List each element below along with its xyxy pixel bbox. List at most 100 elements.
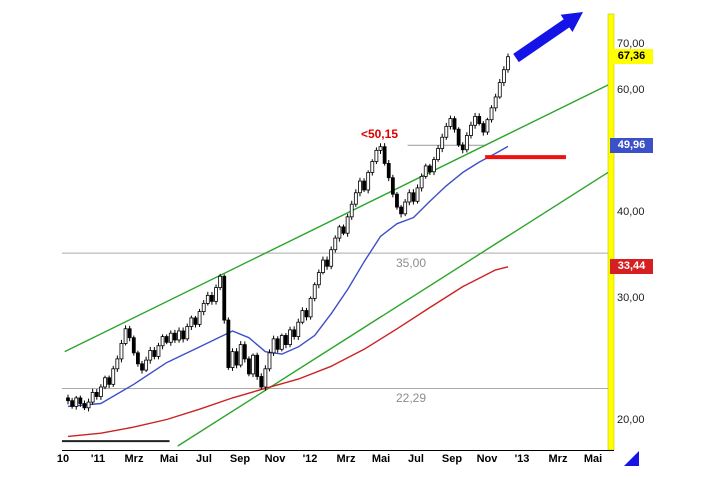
candle-body bbox=[423, 165, 428, 177]
last-price-badge: 67,36 bbox=[610, 49, 653, 64]
level-35-annotation: 35,00 bbox=[396, 256, 427, 270]
candle-body bbox=[275, 338, 280, 350]
candle-body bbox=[362, 180, 366, 191]
candle-body bbox=[115, 358, 120, 370]
x-axis-tick-label: Mai bbox=[371, 453, 391, 465]
candle-body bbox=[103, 377, 107, 388]
candle-body bbox=[189, 317, 194, 327]
candle-body bbox=[378, 146, 383, 151]
candle-body bbox=[370, 161, 375, 173]
x-axis-tick-label: Mrz bbox=[336, 453, 356, 465]
candle-body bbox=[312, 284, 317, 299]
candle-body bbox=[493, 96, 498, 109]
candle-body bbox=[98, 386, 103, 397]
candle-body bbox=[349, 203, 354, 218]
resistance-annotation: <50,15 bbox=[360, 127, 398, 141]
candle-body bbox=[432, 159, 436, 173]
candle-body bbox=[337, 226, 342, 239]
candle-body bbox=[234, 351, 239, 366]
candle-body bbox=[214, 287, 218, 302]
candle-body bbox=[395, 193, 399, 208]
candle-body bbox=[70, 400, 75, 407]
y-axis-tick-label: 30,00 bbox=[617, 292, 645, 304]
candle-body bbox=[111, 368, 116, 385]
candle-body bbox=[497, 82, 502, 98]
candle-body bbox=[288, 329, 292, 346]
candle-body bbox=[255, 354, 260, 377]
candle-body bbox=[263, 368, 268, 388]
fast-ma-value-badge: 49,96 bbox=[610, 138, 653, 153]
candle-body bbox=[94, 392, 99, 397]
candle-body bbox=[210, 294, 214, 302]
trend-channel-line bbox=[177, 171, 609, 447]
candle-body bbox=[300, 310, 305, 323]
candle-body bbox=[107, 377, 112, 385]
x-axis-tick-label: Mrz bbox=[548, 453, 568, 465]
x-axis-tick-label: Jul bbox=[196, 453, 212, 465]
candle-body bbox=[477, 116, 482, 124]
candle-body bbox=[460, 144, 465, 151]
candle-body bbox=[464, 135, 469, 151]
candle-body bbox=[308, 297, 313, 318]
candle-body bbox=[259, 376, 264, 388]
candle-body bbox=[444, 125, 449, 138]
x-axis-tick-label: '11 bbox=[90, 453, 106, 465]
candle-body bbox=[238, 344, 243, 366]
candle-body bbox=[181, 330, 186, 340]
candle-body bbox=[160, 336, 165, 347]
x-axis-tick-label: Nov bbox=[476, 453, 498, 465]
candle-body bbox=[382, 146, 387, 164]
candle-body bbox=[284, 335, 288, 346]
candle-body bbox=[440, 136, 445, 149]
candle-body bbox=[403, 201, 408, 215]
candle-body bbox=[427, 165, 432, 173]
candle-body bbox=[173, 332, 177, 341]
x-axis-tick-label: Sep bbox=[229, 453, 251, 465]
candle-body bbox=[481, 123, 486, 133]
candle-body bbox=[251, 354, 255, 375]
candle-body bbox=[140, 363, 144, 371]
candle-body bbox=[353, 192, 358, 205]
candle-body bbox=[341, 226, 346, 234]
candle-body bbox=[325, 259, 329, 267]
candle-body bbox=[168, 332, 173, 343]
slow-ma-value-badge: 33,44 bbox=[610, 259, 653, 274]
candle-body bbox=[218, 275, 223, 288]
candle-body bbox=[242, 344, 247, 360]
candle-body bbox=[247, 358, 251, 375]
x-axis-tick-label: Nov bbox=[264, 453, 286, 465]
candle-body bbox=[296, 321, 301, 337]
candle-body bbox=[366, 172, 371, 191]
x-axis-tick-label: Mai bbox=[159, 453, 179, 465]
candle-body bbox=[411, 192, 416, 202]
candle-body bbox=[506, 56, 510, 71]
candle-body bbox=[501, 69, 506, 83]
candle-body bbox=[489, 107, 494, 121]
candle-body bbox=[469, 124, 473, 136]
candle-body bbox=[177, 330, 181, 341]
candle-body bbox=[222, 275, 227, 321]
candle-body bbox=[230, 351, 235, 368]
candle-body bbox=[321, 259, 325, 273]
candle-body bbox=[316, 272, 321, 286]
candle-body bbox=[90, 392, 95, 403]
candle-body bbox=[473, 116, 477, 126]
candle-body bbox=[205, 294, 210, 304]
candle-body bbox=[390, 177, 395, 195]
candle-body bbox=[407, 192, 412, 203]
candle-body bbox=[82, 403, 87, 409]
candle-body bbox=[436, 148, 440, 161]
candle-body bbox=[193, 317, 198, 325]
candle-body bbox=[345, 216, 350, 234]
candle-body bbox=[119, 343, 124, 360]
candle-body bbox=[66, 397, 70, 402]
candle-body bbox=[452, 118, 457, 130]
candle-body bbox=[399, 206, 403, 215]
candle-body bbox=[156, 345, 161, 357]
candle-body bbox=[136, 352, 140, 365]
candle-body bbox=[267, 352, 272, 370]
candle-body bbox=[329, 249, 334, 267]
candle-body bbox=[148, 350, 153, 361]
